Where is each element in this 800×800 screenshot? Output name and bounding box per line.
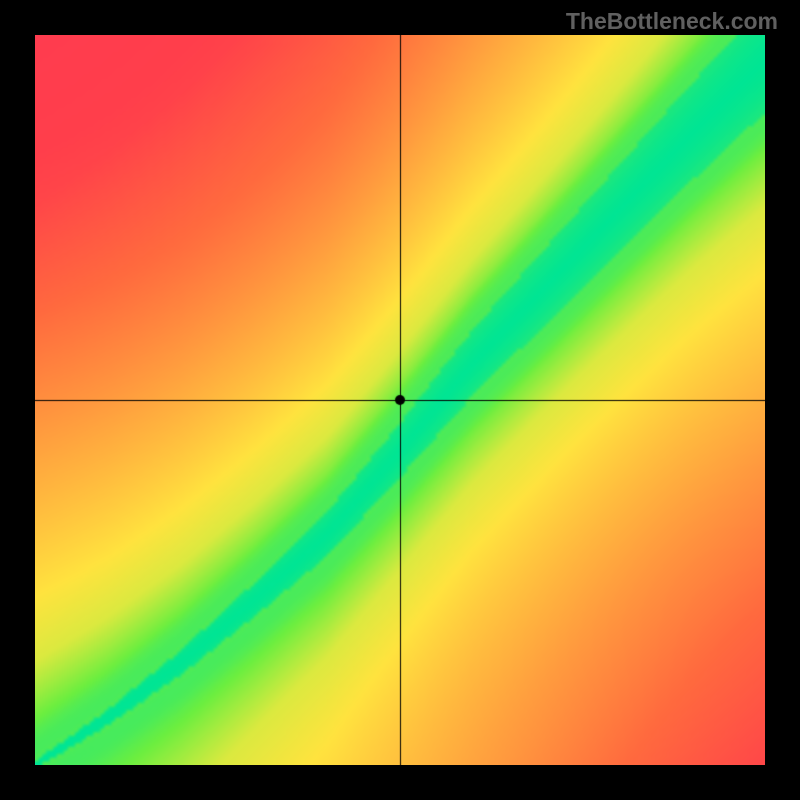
watermark-text: TheBottleneck.com	[566, 8, 778, 35]
bottleneck-heatmap	[35, 35, 765, 765]
